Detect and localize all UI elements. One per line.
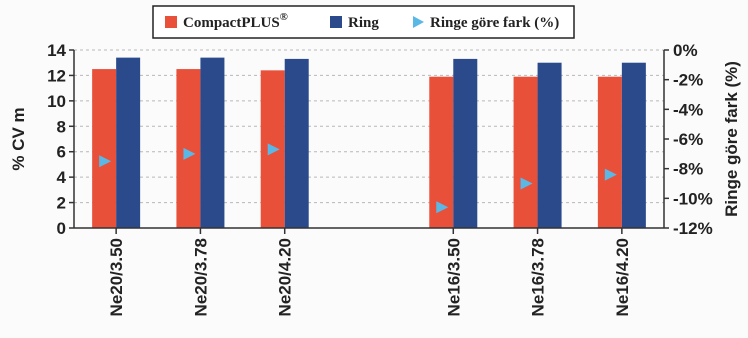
- axes-layer: 0 2 4 6 8 10 12 14 0% -2% -4% -6% -8% -10% -12% % CV m R…: [9, 41, 741, 316]
- legend-swatch-compactplus: [165, 16, 177, 28]
- point-difference: [267, 143, 280, 156]
- left-tick-label: 14: [47, 41, 66, 60]
- legend-swatch-ringe-g-re-fark-: [413, 16, 424, 28]
- legend: CompactPLUS® Ring Ringe göre fark (%): [152, 5, 575, 39]
- left-tick-label: 2: [57, 194, 66, 213]
- grid-layer: [74, 49, 664, 204]
- right-tick-label: -12%: [673, 219, 713, 238]
- bar-compactplus: [513, 76, 538, 228]
- right-tick-label: -4%: [673, 100, 703, 119]
- right-tick-label: -2%: [673, 71, 703, 90]
- x-tick-label: Ne16/3.50: [444, 238, 463, 316]
- point-difference: [436, 201, 449, 214]
- left-tick-label: 0: [57, 219, 66, 238]
- bar-ring: [537, 62, 562, 228]
- bar-compactplus: [429, 76, 454, 228]
- bar-ring: [284, 58, 309, 229]
- bar-ring: [621, 62, 646, 228]
- bar-compactplus: [176, 69, 201, 228]
- legend-label-ring: Ring: [348, 15, 379, 31]
- left-axis-title: % CV m: [9, 107, 28, 170]
- bar-compactplus: [597, 76, 622, 228]
- right-axis-title: Ringe göre fark (%): [722, 61, 741, 217]
- right-tick-label: -8%: [673, 160, 703, 179]
- legend-box: [152, 5, 575, 39]
- point-difference: [183, 147, 196, 160]
- bars-layer: [92, 57, 646, 229]
- left-tick-label: 12: [47, 66, 66, 85]
- right-tick-label: -6%: [673, 130, 703, 149]
- bar-ring: [116, 57, 141, 228]
- left-tick-label: 8: [57, 117, 66, 136]
- points-layer: [99, 143, 617, 214]
- x-tick-label: Ne16/4.20: [613, 238, 632, 316]
- legend-swatch-ring: [330, 16, 342, 28]
- legend-superscript: ®: [280, 11, 288, 23]
- right-tick-label: 0%: [673, 41, 698, 60]
- legend-label-compactplus: CompactPLUS®: [183, 11, 288, 31]
- x-tick-label: Ne20/3.78: [191, 238, 210, 316]
- x-tick-label: Ne20/4.20: [276, 238, 295, 316]
- left-tick-label: 6: [57, 143, 66, 162]
- bar-compactplus: [92, 69, 117, 228]
- left-tick-label: 4: [57, 168, 67, 187]
- point-difference: [99, 155, 112, 168]
- bar-ring: [200, 57, 225, 228]
- legend-label-ringe-g-re-fark-: Ringe göre fark (%): [430, 15, 559, 31]
- x-tick-label: Ne16/3.78: [529, 238, 548, 316]
- bar-ring: [453, 58, 478, 229]
- x-tick-label: Ne20/3.50: [107, 238, 126, 316]
- right-tick-label: -10%: [673, 189, 713, 208]
- left-tick-label: 10: [47, 92, 66, 111]
- point-difference: [604, 168, 617, 181]
- point-difference: [520, 177, 533, 190]
